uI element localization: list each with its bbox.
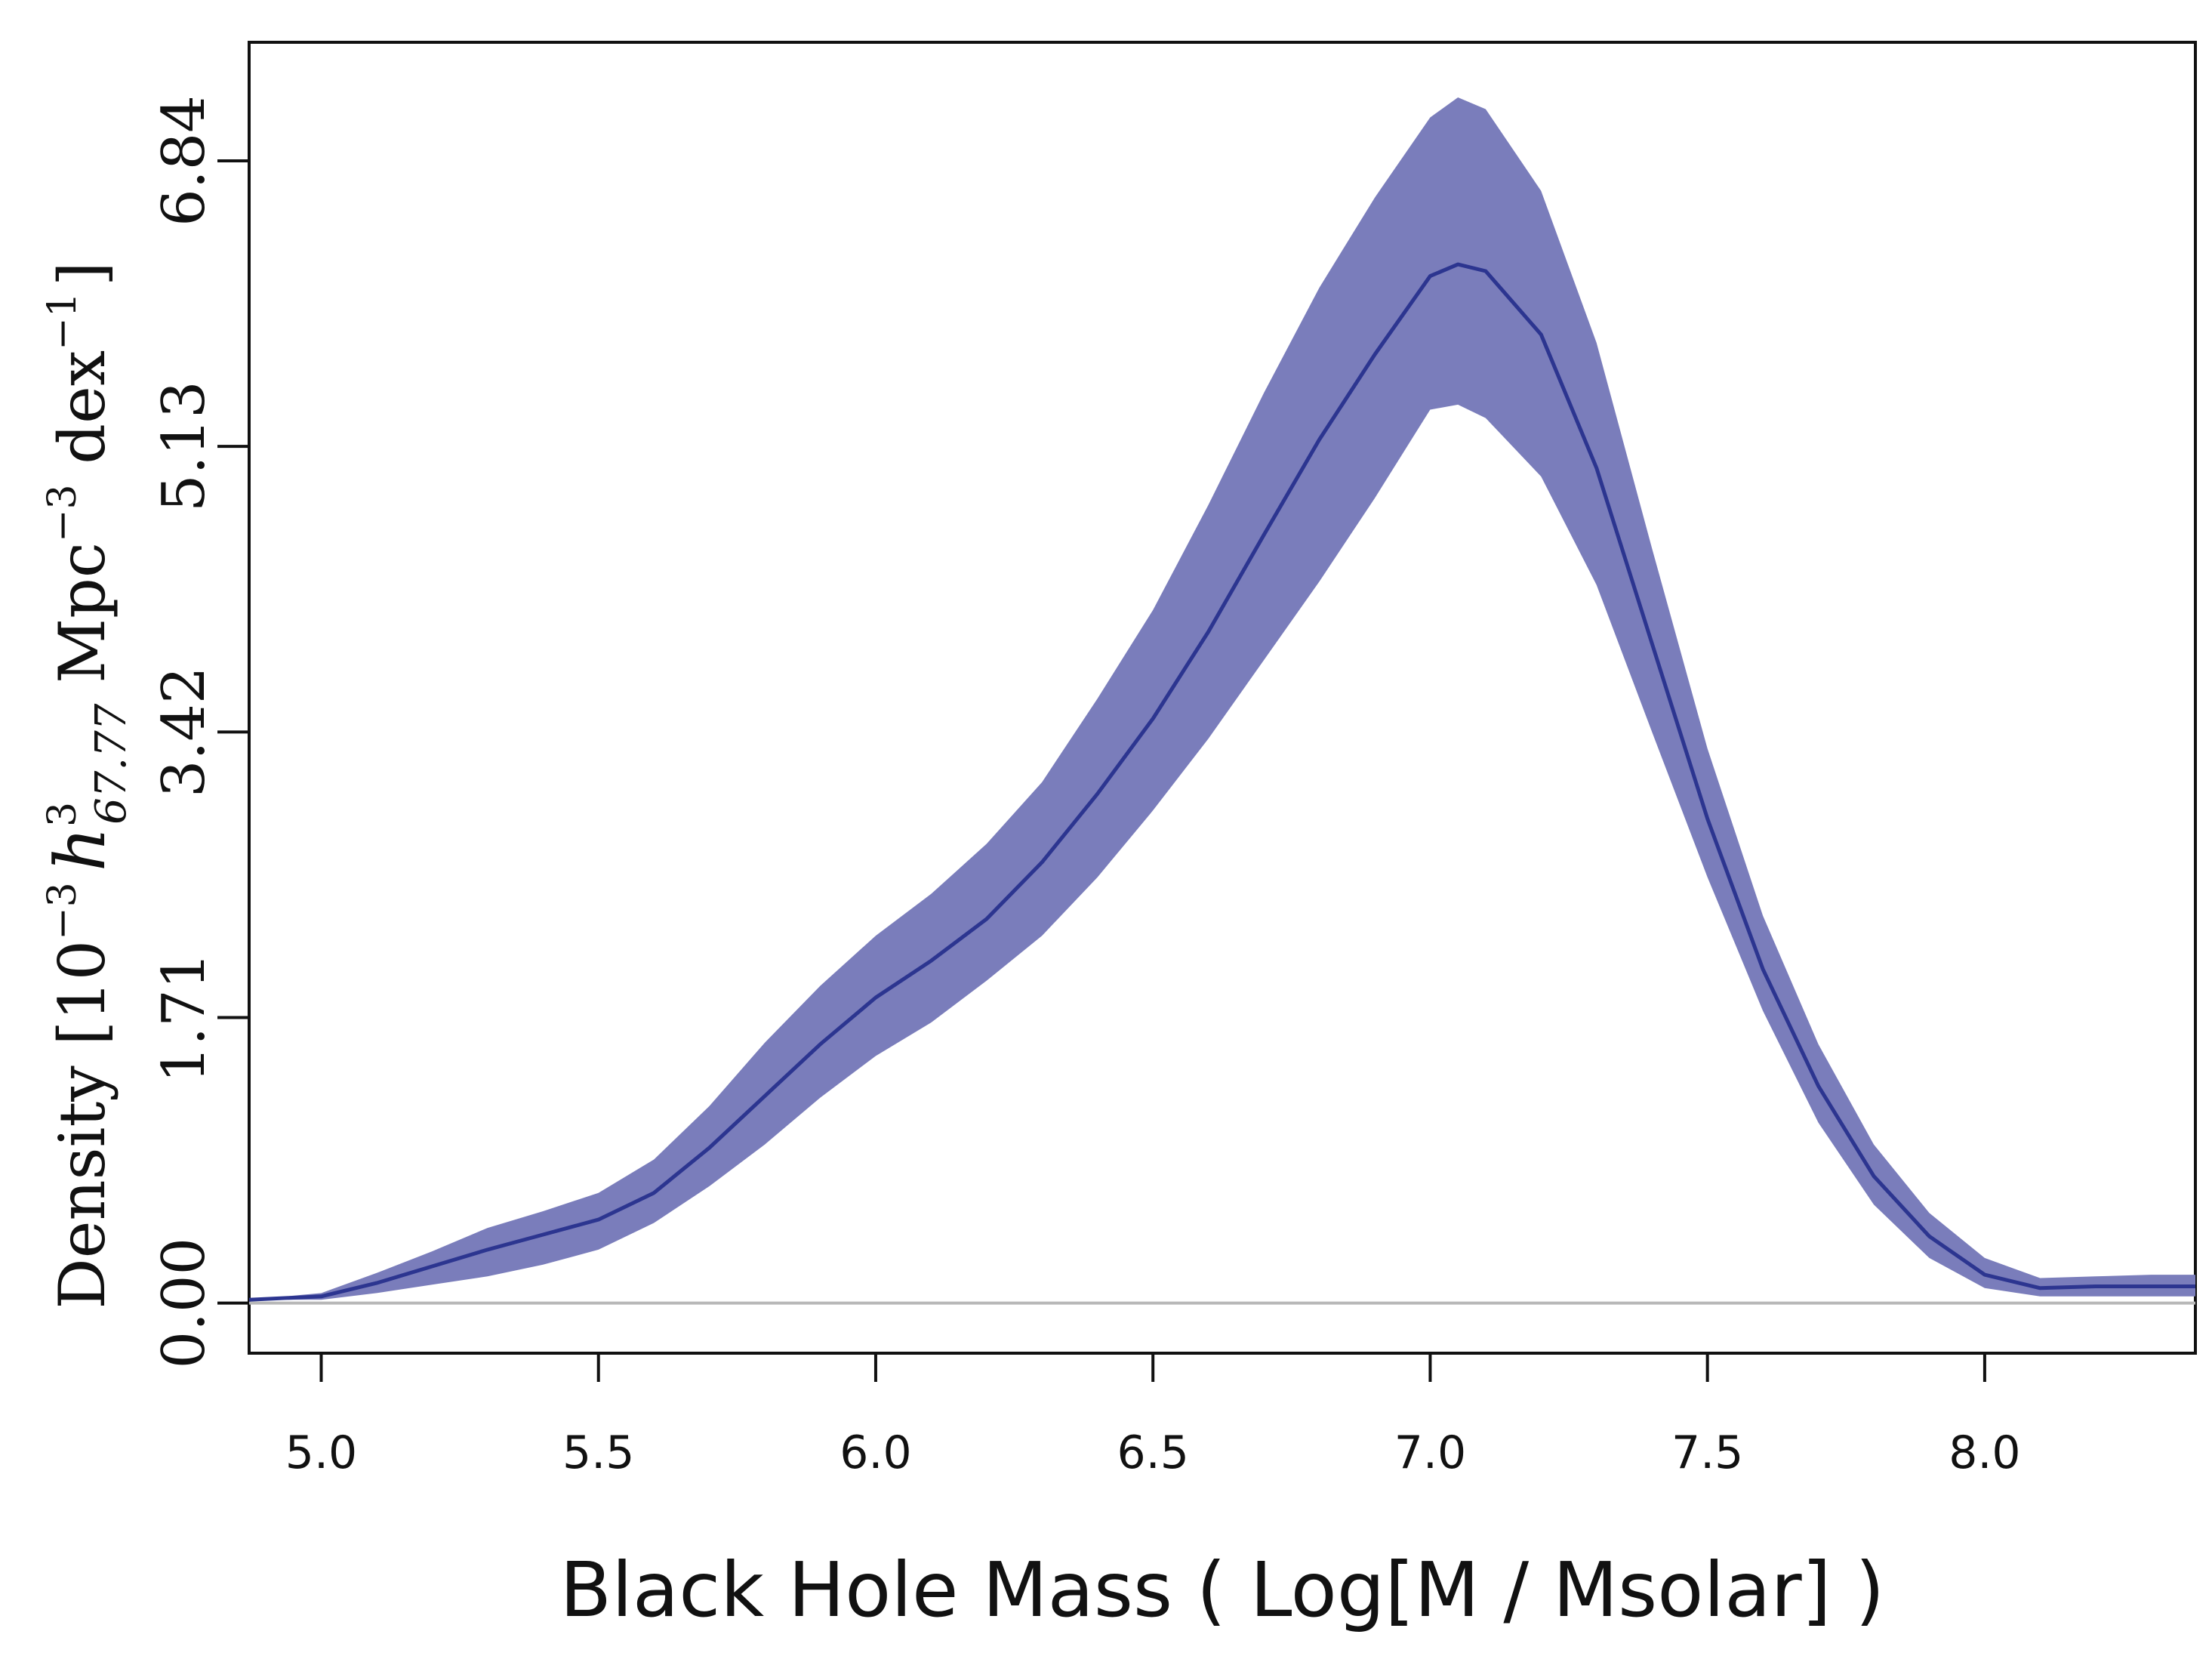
y-label-prefix: Density [10 — [45, 940, 119, 1309]
y-tick-label: 0.00 — [150, 1238, 218, 1369]
x-tick-label: 7.5 — [1671, 1426, 1743, 1479]
y-label-exp2: −3 — [40, 484, 85, 542]
y-label-h-sup: 3 — [40, 802, 85, 827]
y-label-dex: dex — [45, 350, 119, 485]
y-label-h: h — [40, 827, 121, 871]
y-label-exp1: −3 — [40, 882, 85, 940]
plot-frame — [248, 41, 2197, 1355]
y-label-h-sub: 67.77 — [87, 703, 136, 825]
y-label-suffix: ] — [45, 261, 119, 286]
x-axis-label: Black Hole Mass ( Log[M / Msolar] ) — [560, 1546, 1885, 1634]
x-tick-label: 5.5 — [562, 1426, 634, 1479]
y-tick-label: 3.42 — [150, 666, 218, 797]
y-tick-label: 5.13 — [150, 381, 218, 512]
x-tick-label: 8.0 — [1949, 1426, 2020, 1479]
y-axis-label: Density [10−3h367.77 Mpc−3 dex−1] — [40, 261, 136, 1309]
x-tick-label: 6.5 — [1117, 1426, 1188, 1479]
x-tick-label: 5.0 — [285, 1426, 357, 1479]
x-axis: 5.0 5.5 6.0 6.5 7.0 7.5 8.0 — [285, 1353, 2021, 1479]
credible-band-layer — [249, 97, 2195, 1300]
y-tick-label: 6.84 — [150, 95, 218, 227]
x-tick-label: 7.0 — [1394, 1426, 1466, 1479]
median-line — [248, 262, 2195, 1302]
y-tick-label: 1.71 — [150, 952, 218, 1084]
median-line-layer — [248, 262, 2195, 1302]
y-label-mpc: Mpc — [45, 542, 119, 704]
y-axis: 0.00 1.71 3.42 5.13 6.84 — [150, 95, 249, 1369]
credible-band — [249, 97, 2195, 1300]
x-tick-label: 6.0 — [840, 1426, 911, 1479]
y-label-exp3: −1 — [40, 292, 85, 350]
